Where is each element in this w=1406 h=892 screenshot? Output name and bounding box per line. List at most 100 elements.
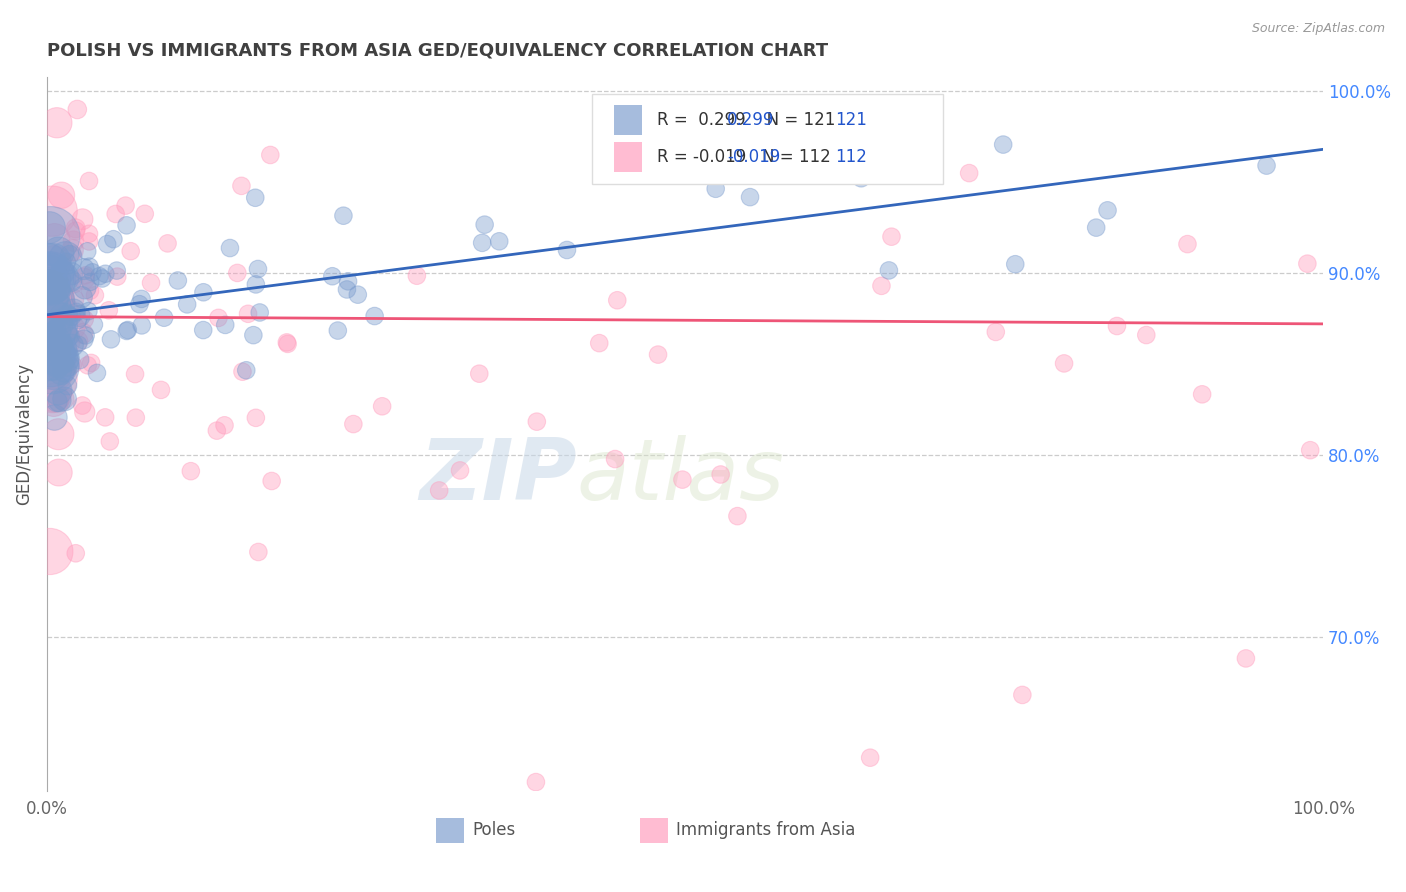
Point — [69, 352, 91, 367]
Point — [46, 273, 69, 287]
Point — [48, 351, 70, 366]
Point — [371, 399, 394, 413]
Point — [1011, 688, 1033, 702]
Point — [471, 235, 494, 250]
Point — [128, 297, 150, 311]
Point — [150, 383, 173, 397]
Point — [44, 359, 66, 374]
Point — [45, 298, 67, 312]
Point — [63, 358, 86, 372]
Point — [53, 334, 76, 348]
Point — [405, 268, 427, 283]
Point — [115, 219, 138, 233]
Point — [37, 254, 59, 268]
Point — [55, 351, 77, 366]
Point — [59, 329, 82, 343]
Point — [193, 323, 215, 337]
Point — [332, 209, 354, 223]
Point — [259, 148, 281, 162]
Point — [647, 348, 669, 362]
Point — [73, 262, 96, 277]
Point — [38, 324, 60, 338]
Point — [346, 287, 368, 301]
Point — [363, 309, 385, 323]
Point — [993, 137, 1015, 152]
Point — [48, 322, 70, 336]
Point — [134, 207, 156, 221]
Point — [153, 310, 176, 325]
Point — [449, 463, 471, 477]
Point — [468, 367, 491, 381]
Point — [53, 363, 76, 377]
Point — [44, 281, 66, 295]
Point — [73, 405, 96, 419]
Point — [131, 318, 153, 333]
Point — [37, 285, 59, 299]
Point — [52, 320, 75, 334]
Point — [45, 319, 67, 334]
Text: POLISH VS IMMIGRANTS FROM ASIA GED/EQUIVALENCY CORRELATION CHART: POLISH VS IMMIGRANTS FROM ASIA GED/EQUIV… — [46, 42, 828, 60]
Point — [65, 546, 87, 560]
Point — [89, 269, 111, 284]
Point — [245, 191, 267, 205]
Point — [46, 326, 69, 341]
Point — [46, 312, 69, 326]
Point — [156, 236, 179, 251]
Point — [725, 509, 748, 524]
Point — [1105, 318, 1128, 333]
Point — [880, 229, 903, 244]
Point — [1296, 257, 1319, 271]
Point — [114, 199, 136, 213]
Point — [738, 190, 761, 204]
Point — [66, 103, 89, 117]
Point — [37, 267, 59, 281]
Point — [37, 320, 59, 334]
Point — [44, 253, 66, 268]
Point — [39, 359, 62, 374]
Point — [219, 241, 242, 255]
Point — [46, 384, 69, 398]
Point — [73, 272, 96, 286]
Point — [77, 235, 100, 249]
Point — [105, 263, 128, 277]
Point — [53, 392, 76, 406]
Point — [851, 171, 873, 186]
Point — [55, 251, 77, 265]
Point — [859, 750, 882, 764]
Point — [72, 212, 94, 227]
Point — [42, 394, 65, 409]
Point — [73, 281, 96, 295]
Point — [45, 394, 67, 409]
Point — [77, 304, 100, 318]
Point — [79, 260, 101, 274]
Point — [42, 326, 65, 340]
Point — [474, 218, 496, 232]
Text: R = -0.019   N = 112: R = -0.019 N = 112 — [657, 148, 831, 166]
Bar — [640, 818, 668, 843]
Text: atlas: atlas — [576, 435, 785, 518]
Point — [94, 410, 117, 425]
Point — [79, 284, 101, 298]
Point — [37, 348, 59, 362]
Point — [52, 310, 75, 325]
Point — [104, 207, 127, 221]
Bar — [613, 105, 641, 136]
Point — [38, 301, 60, 316]
Point — [98, 434, 121, 449]
Point — [242, 328, 264, 343]
Point — [524, 775, 547, 789]
Point — [180, 464, 202, 478]
Point — [44, 277, 66, 292]
Point — [260, 474, 283, 488]
Point — [245, 277, 267, 292]
Point — [46, 282, 69, 296]
Point — [72, 326, 94, 341]
Point — [62, 234, 84, 248]
Point — [79, 275, 101, 289]
Point — [83, 318, 105, 332]
Point — [77, 174, 100, 188]
Point — [1053, 356, 1076, 370]
Point — [41, 372, 63, 386]
Text: -0.019: -0.019 — [727, 148, 780, 166]
Point — [588, 336, 610, 351]
